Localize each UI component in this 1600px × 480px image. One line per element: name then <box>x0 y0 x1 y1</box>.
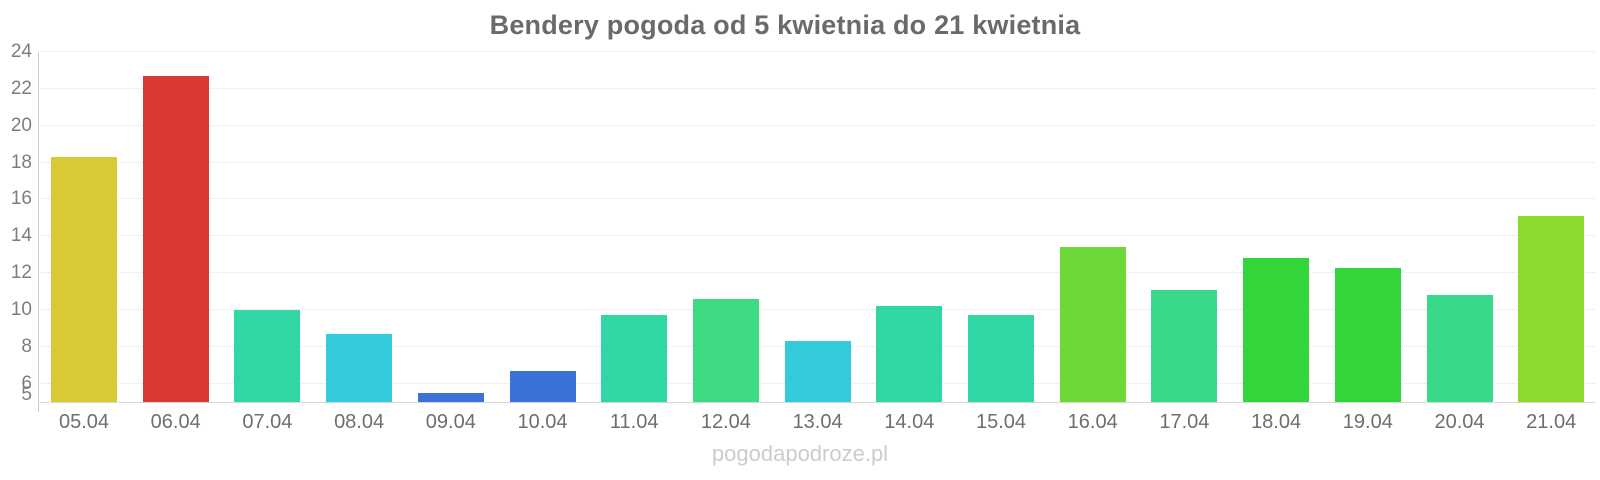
bar-05.04[interactable] <box>51 157 117 402</box>
gridline-y12 <box>38 272 1595 274</box>
y-axis-tick-label: 6 <box>21 372 32 394</box>
x-axis-label-07.04: 07.04 <box>242 411 293 433</box>
x-axis-label-19.04: 19.04 <box>1342 411 1393 433</box>
y-axis-line <box>38 52 39 412</box>
bar-18.04[interactable] <box>1243 258 1310 402</box>
x-axis-label-09.04: 09.04 <box>425 411 476 433</box>
y-axis-tick-label: 22 <box>10 77 32 99</box>
x-axis-label-17.04: 17.04 <box>1159 411 1210 433</box>
watermark-text: pogodapodroze.pl <box>711 441 889 466</box>
bar-15.04[interactable] <box>968 315 1034 402</box>
bar-13.04[interactable] <box>784 341 851 402</box>
x-axis-label-20.04: 20.04 <box>1434 411 1485 433</box>
y-axis-tick-label: 14 <box>10 225 32 247</box>
x-axis-label-08.04: 08.04 <box>334 411 385 433</box>
bar-14.04[interactable] <box>876 306 943 402</box>
x-axis-label-14.04: 14.04 <box>884 411 935 433</box>
y-axis-tick-label: 18 <box>10 151 32 173</box>
x-axis-label-15.04: 15.04 <box>975 411 1027 433</box>
plot-area: 5 6 8 10 12 14 16 18 20 22 24 05.04 06.04 07.04 08.04 0… <box>11 42 1595 433</box>
chart-title: Bendery pogoda od 5 kwietnia do 21 kwiet… <box>489 10 1081 40</box>
gridline-y10 <box>38 308 1595 310</box>
y-axis-tick-label: 12 <box>10 262 32 284</box>
bar-19.04[interactable] <box>1334 267 1401 402</box>
y-axis-tick-label: 10 <box>10 298 32 320</box>
x-axis-label-10.04: 10.04 <box>517 411 568 433</box>
bar-09.04[interactable] <box>417 392 484 402</box>
bar-07.04[interactable] <box>234 309 301 402</box>
bar-08.04[interactable] <box>326 333 393 402</box>
gridline-y24 <box>38 51 1595 52</box>
x-axis-label-12.04: 12.04 <box>700 411 751 433</box>
gridline-y18 <box>38 161 1595 163</box>
bar-10.04[interactable] <box>509 370 576 402</box>
x-axis-label-13.04: 13.04 <box>792 411 843 433</box>
bar-16.04[interactable] <box>1059 247 1126 402</box>
x-axis-line <box>38 402 1595 403</box>
bar-11.04[interactable] <box>601 315 668 402</box>
y-axis-tick-label: 8 <box>21 335 32 357</box>
y-axis-tick-label: 5 <box>21 384 32 405</box>
y-axis-tick-label: 24 <box>10 41 32 62</box>
x-axis-label-16.04: 16.04 <box>1067 411 1118 433</box>
x-axis-label-06.04: 06.04 <box>150 411 201 433</box>
bar-17.04[interactable] <box>1151 289 1218 402</box>
gridline-y22 <box>38 87 1595 89</box>
x-axis-label-11.04: 11.04 <box>609 411 659 433</box>
x-axis-label-18.04: 18.04 <box>1251 411 1302 433</box>
x-axis-label-21.04: 21.04 <box>1526 411 1577 433</box>
bar-20.04[interactable] <box>1426 295 1493 402</box>
bar-06.04[interactable] <box>142 75 209 402</box>
bar-21.04[interactable] <box>1518 215 1585 402</box>
x-axis-label-05.04: 05.04 <box>58 411 110 433</box>
gridline-y16 <box>38 198 1595 200</box>
bar-12.04[interactable] <box>692 298 759 402</box>
y-axis-tick-label: 16 <box>10 188 32 210</box>
y-axis-tick-label: 20 <box>10 114 32 136</box>
gridline-y20 <box>38 124 1595 126</box>
gridline-y14 <box>38 235 1595 237</box>
